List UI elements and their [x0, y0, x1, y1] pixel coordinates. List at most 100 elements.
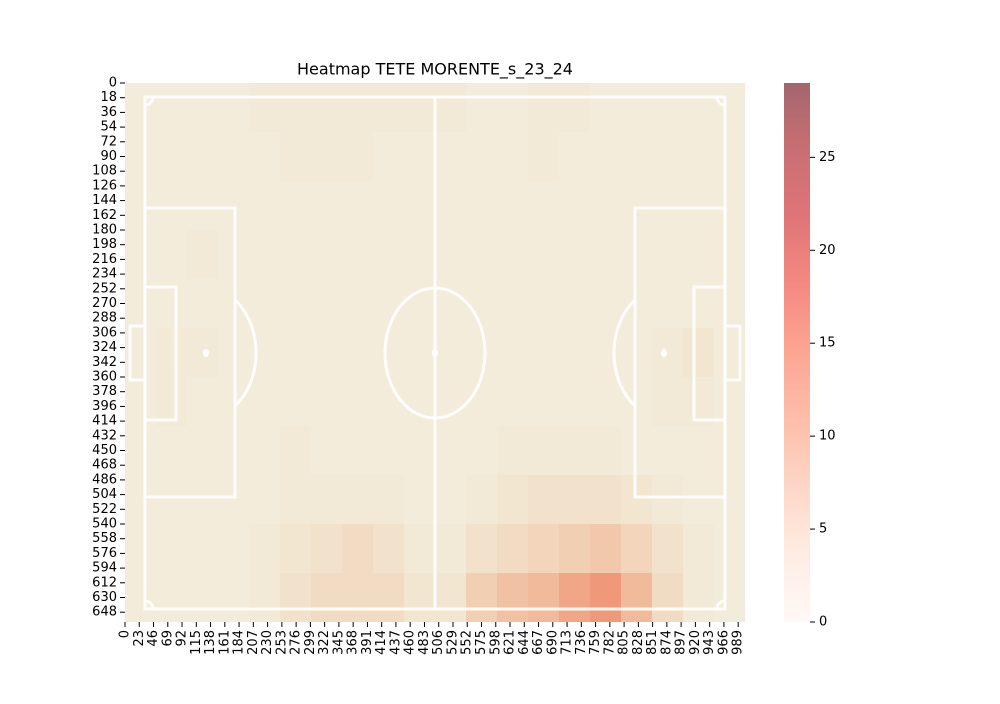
heat-cell — [714, 230, 745, 279]
heat-cell — [559, 279, 590, 328]
y-tick-label: 72 — [100, 134, 117, 149]
heat-cell — [652, 377, 683, 426]
y-tick-label: 486 — [92, 472, 117, 487]
x-tick-label: 736 — [574, 630, 589, 655]
heat-cell — [528, 573, 559, 622]
heat-cell — [621, 83, 652, 132]
x-tick-label: 667 — [531, 630, 546, 655]
x-tick-label: 345 — [331, 630, 346, 655]
heat-cell — [249, 426, 280, 475]
heat-cell — [156, 475, 187, 524]
heat-cell — [156, 573, 187, 622]
heat-cell — [373, 475, 404, 524]
heat-cell — [342, 83, 373, 132]
heat-cell — [187, 83, 218, 132]
heat-cell — [466, 573, 497, 622]
y-tick-label: 252 — [92, 281, 117, 296]
heat-cell — [342, 573, 373, 622]
heat-cell — [435, 83, 466, 132]
x-tick-label: 207 — [246, 630, 261, 655]
x-tick-label: 161 — [217, 630, 232, 655]
heat-cell — [187, 230, 218, 279]
heat-cell — [156, 181, 187, 230]
y-tick-label: 342 — [92, 355, 117, 370]
heat-cell — [280, 83, 311, 132]
heat-cell — [497, 83, 528, 132]
heat-cell — [683, 328, 714, 377]
heat-cell — [466, 279, 497, 328]
heat-cell — [342, 475, 373, 524]
heat-cell — [280, 524, 311, 573]
heat-cell — [683, 230, 714, 279]
heat-cell — [404, 328, 435, 377]
y-tick-label: 630 — [92, 590, 117, 605]
heat-cell — [590, 524, 621, 573]
heat-cell — [466, 181, 497, 230]
heat-cell — [528, 181, 559, 230]
heat-cell — [156, 230, 187, 279]
heat-cell — [342, 328, 373, 377]
heat-cell — [652, 328, 683, 377]
heat-cell — [559, 426, 590, 475]
y-tick-label: 576 — [92, 546, 117, 561]
heat-cell — [528, 524, 559, 573]
heat-cell — [280, 426, 311, 475]
goal — [723, 324, 742, 382]
corner-arcs — [144, 96, 726, 610]
y-tick-label: 198 — [92, 237, 117, 252]
x-tick-label: 644 — [517, 630, 532, 655]
heat-cell — [373, 279, 404, 328]
heat-cell — [156, 524, 187, 573]
heat-cell — [683, 426, 714, 475]
heat-cell — [187, 377, 218, 426]
heat-cell — [528, 132, 559, 181]
heat-cell — [590, 83, 621, 132]
heat-cell — [311, 230, 342, 279]
heat-cell — [311, 573, 342, 622]
heat-cell — [528, 279, 559, 328]
y-tick-label: 144 — [92, 193, 117, 208]
y-tick-label: 324 — [92, 340, 117, 355]
x-tick-label: 253 — [274, 630, 289, 655]
heat-cell — [652, 524, 683, 573]
heat-cell — [218, 132, 249, 181]
x-tick-label: 828 — [631, 630, 646, 655]
heat-cell — [280, 377, 311, 426]
heat-cell — [187, 279, 218, 328]
heat-cell — [342, 230, 373, 279]
heat-cell — [466, 132, 497, 181]
heat-cell — [311, 377, 342, 426]
heat-cell — [187, 181, 218, 230]
heat-cell — [404, 230, 435, 279]
heat-cell — [249, 524, 280, 573]
heat-cell — [373, 524, 404, 573]
heat-cell — [249, 377, 280, 426]
heat-cell — [466, 377, 497, 426]
y-tick-label: 18 — [100, 90, 117, 105]
heat-cell — [311, 279, 342, 328]
y-tick-label: 396 — [92, 399, 117, 414]
heat-cell — [373, 426, 404, 475]
heat-cell — [404, 279, 435, 328]
x-tick-label: 851 — [645, 630, 660, 655]
heat-cell — [435, 524, 466, 573]
heat-cell — [187, 328, 218, 377]
penalty-arc — [612, 298, 637, 408]
x-tick-label: 391 — [360, 630, 375, 655]
heat-cell — [621, 573, 652, 622]
x-tick-label: 92 — [175, 630, 190, 647]
heat-cell — [559, 475, 590, 524]
y-tick-label: 468 — [92, 458, 117, 473]
heat-cells — [125, 83, 745, 622]
heat-cell — [373, 328, 404, 377]
heat-cell — [373, 573, 404, 622]
heat-cell — [590, 573, 621, 622]
x-tick-label: 437 — [388, 630, 403, 655]
x-tick-label: 943 — [702, 630, 717, 655]
y-tick-label: 54 — [100, 120, 117, 135]
heat-cell — [497, 279, 528, 328]
heat-cell — [373, 181, 404, 230]
x-tick-label: 598 — [488, 630, 503, 655]
y-tick-label: 36 — [100, 105, 117, 120]
